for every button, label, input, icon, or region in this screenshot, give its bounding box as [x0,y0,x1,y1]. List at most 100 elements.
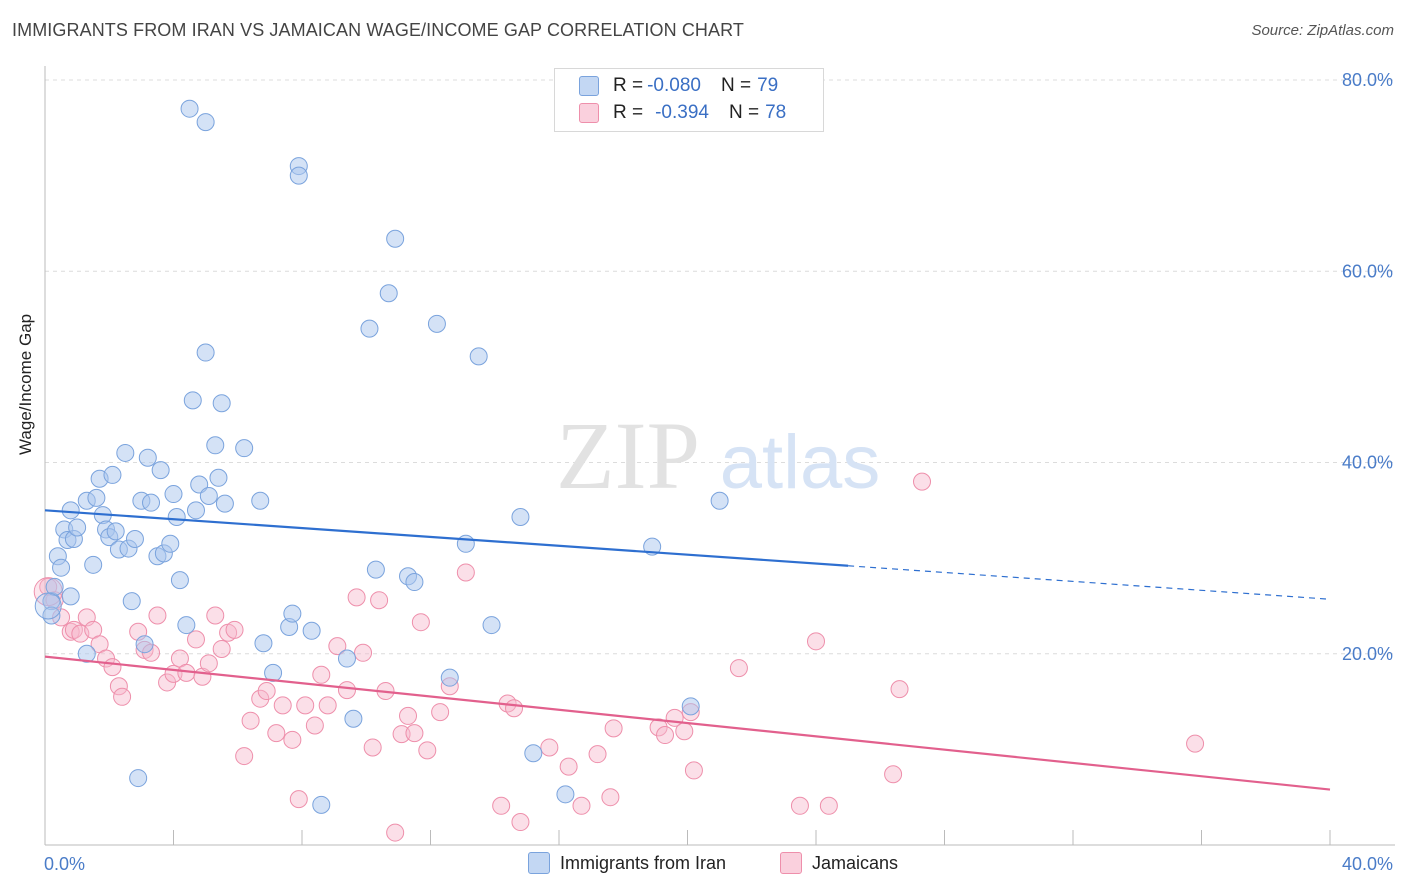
jamaicans-point [337,681,356,700]
jamaicans-point [601,788,620,807]
jamaicans-point [113,687,132,706]
iran-point [167,508,186,527]
iran-point [215,494,234,513]
iran-point [180,99,199,118]
iran-point [186,501,205,520]
jamaicans-point [819,796,838,815]
iran-point [710,491,729,510]
source-label: Source: ZipAtlas.com [1251,22,1394,39]
y-tick-label: 20.0% [1342,644,1393,664]
jamaicans-point [890,680,909,699]
iran-point [386,229,405,248]
iran-point [129,769,148,788]
axes [44,66,1395,846]
iran-point [360,319,379,338]
jamaicans-point [418,741,437,760]
iran-point [61,501,80,520]
legend-r-value: -0.080 [647,75,701,96]
iran-point [344,709,363,728]
legend-swatch-jamaicans [579,103,599,123]
iran-point [161,534,180,553]
legend-swatch-iran [579,76,599,96]
iran-point [524,744,543,763]
iran-point [212,394,231,413]
watermark-zip: ZIP [556,402,700,509]
jamaicans-point [505,699,524,718]
iran-point [196,113,215,132]
iran-point [106,522,125,541]
iran-point [283,604,302,623]
legend-n-label: N = [728,102,760,123]
jamaicans-point [913,472,932,491]
iran-point [190,475,209,494]
jamaicans-point [540,738,559,757]
jamaicans-point [148,606,167,625]
jamaicans-point [588,745,607,764]
iran-point [427,314,446,333]
legend-r-label: R = [613,102,644,123]
iran-point [511,508,530,527]
iran-point [84,555,103,574]
y-axis-label: Wage/Income Gap [16,313,35,455]
iran-point [405,573,424,592]
iran-point [151,461,170,480]
iran-point [142,493,161,512]
iran-point [209,468,228,487]
jamaicans-point [511,813,530,832]
iran-point [52,558,71,577]
correlation-legend: R = -0.080 N = 79 R = -0.394 N = 78 [554,68,824,132]
legend-n-value: 79 [757,75,779,96]
iran-point [77,644,96,663]
jamaicans-point [212,639,231,658]
watermark: ZIP atlas [556,402,880,509]
jamaicans-point [684,761,703,780]
jamaicans-point [289,790,308,809]
iran-point [135,635,154,654]
jamaicans-point [431,703,450,722]
legend-r-value: -0.394 [655,102,709,123]
jamaicans-point [656,726,675,745]
iran-point [116,443,135,462]
iran-point [312,795,331,814]
iran-point [196,343,215,362]
jamaicans-point [186,630,205,649]
iran-point [183,391,202,410]
iran-point [68,518,87,537]
jamaicans-point [199,654,218,673]
iran-point [289,166,308,185]
iran-point [34,592,62,620]
jamaicans-point [363,738,382,757]
iran-trend-line [44,509,849,567]
bottom-legend-label-iran: Immigrants from Iran [560,852,727,873]
iran-point [482,616,501,635]
jamaicans-point [109,677,128,696]
jamaicans-point [675,722,694,741]
jamaicans-point [235,747,254,766]
jamaicans-point [328,637,347,656]
watermark-atlas: atlas [720,420,881,505]
iran-point [177,616,196,635]
iran-point [164,485,183,504]
jamaicans-point [283,730,302,749]
tick-labels: 20.0% 40.0% 60.0% 80.0% 0.0% 40.0% [44,70,1393,874]
x-tick-label: 0.0% [44,854,85,874]
iran-point [125,530,144,548]
iran-point [366,560,385,579]
iran-point [42,606,61,625]
iran-point [235,439,254,458]
iran-point [251,491,270,510]
iran-point [469,347,488,366]
jamaicans-point [267,724,286,743]
iran-point [87,488,106,507]
iran-point [206,436,225,455]
jamaicans-point [392,725,411,744]
y-tick-label: 80.0% [1342,70,1393,90]
iran-point [138,448,157,467]
jamaicans-trend-line [44,655,1331,791]
iran-point [440,668,459,687]
jamaicans-point [790,796,809,815]
iran-point [122,592,141,611]
jamaicans-point [318,696,337,715]
iran-trend-extension [848,565,1331,600]
